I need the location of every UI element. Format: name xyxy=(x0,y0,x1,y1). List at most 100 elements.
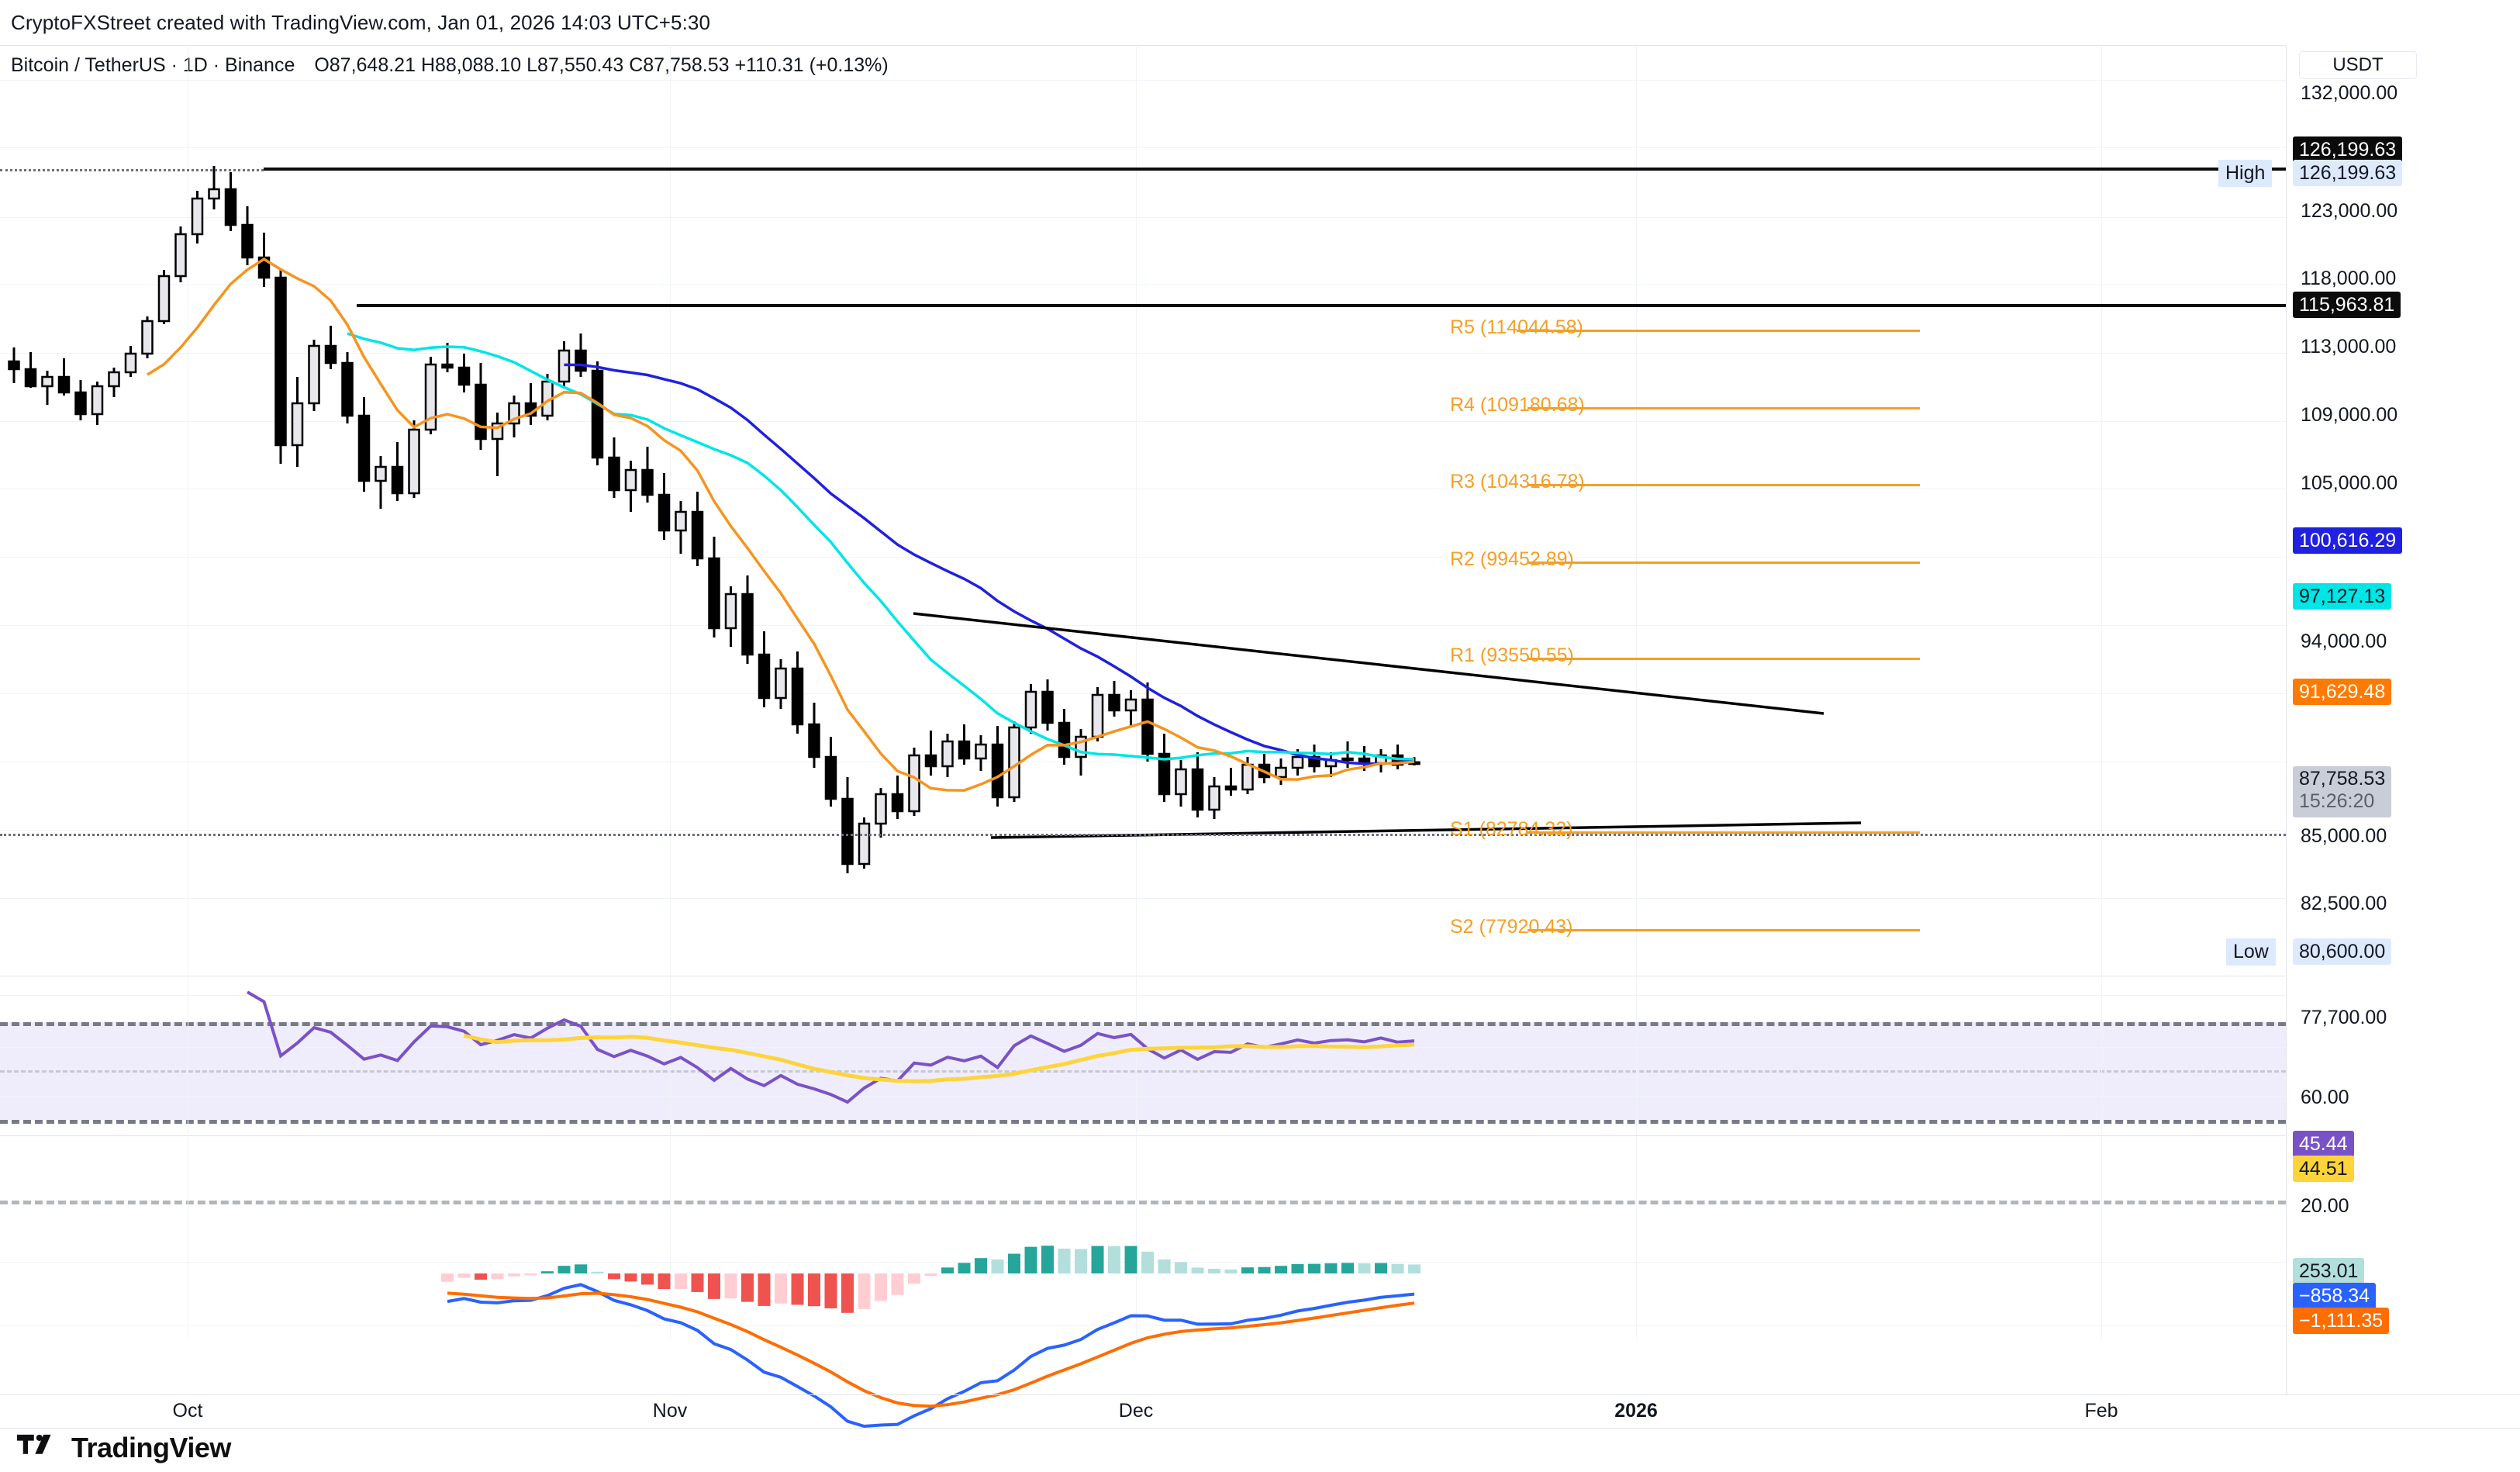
price-tick: 85,000.00 xyxy=(2301,825,2387,847)
high-price-label: 126,199.63 xyxy=(2293,160,2403,186)
price-axis[interactable]: USDT 132,000.00 126,199.63 High 126,199.… xyxy=(2218,45,2520,1394)
gridline-vertical xyxy=(670,976,671,1135)
gridline-vertical xyxy=(1636,45,1637,976)
price-tick: 109,000.00 xyxy=(2301,404,2398,426)
gridline xyxy=(0,1096,2286,1097)
last-price-value: 87,758.53 xyxy=(2299,768,2386,790)
high-dotted-line xyxy=(0,169,264,171)
time-axis-divider xyxy=(0,1428,2520,1429)
rsi-midline xyxy=(0,1070,2286,1073)
pivot-line-r4 xyxy=(1528,407,1920,409)
macd-series xyxy=(441,1246,1421,1429)
gridline xyxy=(0,557,2286,558)
gridline xyxy=(0,353,2286,354)
gridline xyxy=(0,995,2286,996)
high-resistance-line xyxy=(264,168,2286,171)
high-tag: High xyxy=(2218,160,2273,187)
price-tick: 132,000.00 xyxy=(2301,82,2398,104)
gridline-vertical xyxy=(1136,45,1137,976)
pivot-label-s2: S2 (77920.43) xyxy=(1450,916,1573,938)
gridline xyxy=(0,898,2286,899)
time-label-feb: Feb xyxy=(2084,1400,2118,1422)
macd-zero-line xyxy=(0,1201,2286,1204)
rsi-series xyxy=(246,990,1415,1104)
price-tick: 77,700.00 xyxy=(2301,1007,2387,1028)
tradingview-mark-icon xyxy=(17,1434,51,1454)
low-dotted-line xyxy=(0,834,2286,836)
pivot-line-s2 xyxy=(1528,929,1920,931)
price-tick: 94,000.00 xyxy=(2301,631,2387,652)
ohlc-values: O87,648.21 H88,088.10 L87,550.43 C87,758… xyxy=(314,54,889,76)
gridline xyxy=(0,625,2286,626)
candlestick-series xyxy=(8,166,1862,873)
price-tick: 105,000.00 xyxy=(2301,472,2398,494)
price-tick: 123,000.00 xyxy=(2301,200,2398,222)
gridline-vertical xyxy=(670,1135,671,1339)
tradingview-wordmark: TradingView xyxy=(71,1432,231,1463)
time-label-dec: Dec xyxy=(1118,1400,1154,1422)
time-label-oct: Oct xyxy=(172,1400,203,1422)
macd-pane[interactable] xyxy=(0,1135,2286,1429)
pivot-line-r1 xyxy=(1528,658,1920,660)
macd-line-label: −858.34 xyxy=(2293,1283,2377,1309)
pivot-label-r3: R3 (104316.78) xyxy=(1450,471,1585,492)
price-tick: 113,000.00 xyxy=(2301,336,2397,358)
gridline xyxy=(0,217,2286,218)
gridline xyxy=(0,80,2286,81)
time-axis[interactable]: Oct Nov Dec 2026 Feb xyxy=(0,1394,2520,1429)
gridline xyxy=(0,1325,2286,1326)
low-price-label: 80,600.00 xyxy=(2293,938,2392,965)
price-tick: 118,000.00 xyxy=(2301,268,2397,289)
rsi-tick-upper: 60.00 xyxy=(2301,1087,2349,1108)
pivot-line-r2 xyxy=(1528,562,1920,564)
pivot-line-r5 xyxy=(1517,330,1920,332)
header-divider xyxy=(0,45,2520,46)
gridline xyxy=(0,693,2286,694)
gridline-vertical xyxy=(2101,45,2102,976)
gridline-vertical xyxy=(670,45,671,976)
ma-orange-price-label: 91,629.48 xyxy=(2293,679,2392,705)
resistance-price-label: 115,963.81 xyxy=(2293,292,2401,318)
macd-signal-label: −1,111.35 xyxy=(2293,1308,2390,1334)
chart-legend[interactable]: Bitcoin / TetherUS · 1D · Binance O87,64… xyxy=(11,54,889,77)
macd-histogram-label: 253.01 xyxy=(2293,1258,2365,1284)
attribution-text: CryptoFXStreet created with TradingView.… xyxy=(11,11,711,34)
bar-countdown: 15:26:20 xyxy=(2299,790,2375,812)
rsi-lower-band-line xyxy=(0,1120,2286,1124)
rsi-pane[interactable] xyxy=(0,976,2286,1135)
gridline-vertical xyxy=(1136,1135,1137,1339)
pane-separator-macd xyxy=(0,1135,2286,1136)
time-label-2026: 2026 xyxy=(1614,1400,1658,1422)
currency-badge[interactable]: USDT xyxy=(2299,51,2417,79)
gridline-vertical xyxy=(2101,976,2102,1135)
rsi-tick-lower: 20.00 xyxy=(2301,1195,2349,1217)
gridline-vertical xyxy=(1636,976,1637,1135)
rsi-upper-band-line xyxy=(0,1022,2286,1026)
gridline xyxy=(0,147,2286,148)
gridline-vertical xyxy=(1636,1135,1637,1339)
price-pane[interactable]: R5 (114044.58) R4 (109180.68) R3 (104316… xyxy=(0,45,2286,976)
pivot-label-r1: R1 (93550.55) xyxy=(1450,644,1574,666)
rsi-value-label: 45.44 xyxy=(2293,1131,2354,1157)
pivot-label-r2: R2 (99452.89) xyxy=(1450,548,1574,570)
last-price-label: 87,758.53 15:26:20 xyxy=(2293,766,2392,817)
high-price-black-label: 126,199.63 xyxy=(2293,136,2403,163)
time-label-nov: Nov xyxy=(652,1400,688,1422)
pivot-label-r5: R5 (114044.58) xyxy=(1450,316,1583,338)
ma-cyan-price-label: 97,127.13 xyxy=(2293,583,2392,610)
resistance-line xyxy=(357,304,2286,307)
tradingview-logo[interactable]: TradingView xyxy=(17,1432,231,1464)
ma-blue-price-label: 100,616.29 xyxy=(2293,527,2403,554)
gridline-vertical xyxy=(1136,976,1137,1135)
gridline xyxy=(0,284,2286,285)
low-tag: Low xyxy=(2226,938,2276,966)
rsi-signal-label: 44.51 xyxy=(2293,1156,2354,1182)
price-tick: 82,500.00 xyxy=(2301,893,2387,914)
gridline-vertical xyxy=(2101,1135,2102,1339)
gridline xyxy=(0,830,2286,831)
pivot-label-r4: R4 (109180.68) xyxy=(1450,394,1585,416)
symbol-label[interactable]: Bitcoin / TetherUS · 1D · Binance xyxy=(11,54,295,76)
pivot-line-s1 xyxy=(1528,831,1920,834)
gridline xyxy=(0,421,2286,422)
